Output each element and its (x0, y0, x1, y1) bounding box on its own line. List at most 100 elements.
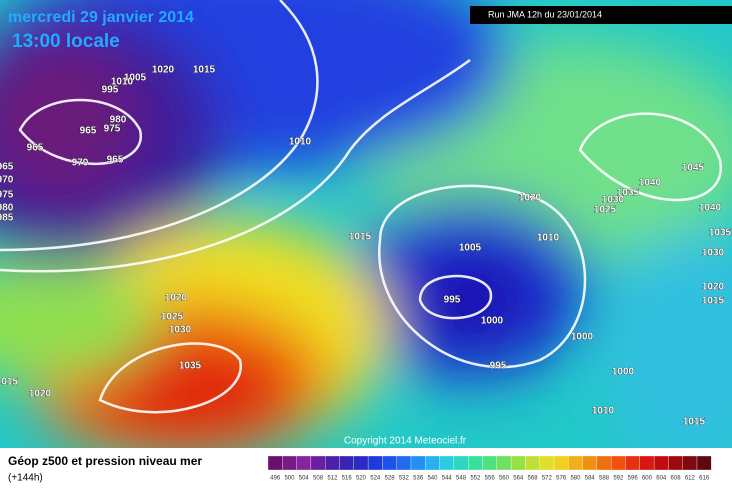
isobar-label: 1040 (639, 178, 662, 189)
colorbar-swatch (510, 455, 526, 471)
colorbar-swatch (396, 455, 412, 471)
colorbar-label: 496 (270, 476, 281, 482)
colorbar-label: 508 (313, 476, 324, 482)
colorbar-swatch (625, 455, 640, 471)
colorbar-swatch (267, 455, 283, 471)
isobar-label: 995 (102, 85, 119, 96)
isobar-label: 1020 (519, 193, 542, 204)
colorbar-label: 524 (370, 476, 381, 482)
colorbar-label: 580 (570, 476, 581, 482)
footer-title: Géop z500 et pression niveau mer (8, 454, 202, 468)
colorbar-label: 556 (485, 476, 496, 482)
colorbar-swatch (382, 455, 397, 471)
isobar-label: 1030 (169, 325, 192, 336)
isobar-label: 1010 (289, 137, 312, 148)
colorbar-swatch (410, 455, 426, 471)
colorbar-label: 568 (528, 476, 539, 482)
isobar-label: 1005 (459, 243, 482, 254)
colorbar-label: 516 (342, 476, 353, 482)
colorbar-label: 512 (327, 476, 338, 482)
run: Run JMA 12h du 23/01/2014 (488, 9, 602, 19)
colorbar-label: 552 (470, 476, 481, 482)
colorbar-swatch (639, 455, 655, 471)
colorbar-swatch (325, 455, 340, 471)
colorbar-label: 600 (642, 476, 653, 482)
isobar-label: 985 (0, 213, 14, 224)
colorbar-label: 616 (699, 476, 710, 482)
colorbar-swatch (468, 455, 483, 471)
colorbar-label: 588 (599, 476, 610, 482)
colorbar-swatch (439, 455, 455, 471)
colorbar-label: 520 (356, 476, 367, 482)
isobar-label: 965 (27, 143, 44, 154)
colorbar-label: 576 (556, 476, 567, 482)
colorbar-label: 596 (628, 476, 639, 482)
isobar-label: 1010 (537, 233, 560, 244)
isobar-label: 975 (0, 190, 14, 201)
isobar-label: 980 (0, 203, 14, 214)
colorbar-label: 500 (284, 476, 295, 482)
isobar-label: 995 (490, 361, 507, 372)
colorbar-swatch (539, 455, 555, 471)
isobar-label: 1015 (683, 417, 706, 428)
colorbar-label: 572 (542, 476, 553, 482)
colorbar-label: 544 (442, 476, 453, 482)
isobar-label: 1035 (179, 361, 202, 372)
isobar-label: 1000 (481, 316, 504, 327)
isobar-label: 965 (80, 126, 97, 137)
colorbar-swatch (482, 455, 497, 471)
colorbar-label: 608 (671, 476, 682, 482)
colorbar-swatch (611, 455, 626, 471)
colorbar-label: 532 (399, 476, 410, 482)
colorbar-swatch (353, 455, 369, 471)
isobar-label: 1020 (152, 65, 175, 76)
isobar-label: 1025 (594, 205, 617, 216)
colorbar-label: 604 (656, 476, 667, 482)
time: 13:00 locale (12, 31, 120, 52)
isobar-label: 1000 (612, 367, 635, 378)
colorbar-swatch (296, 455, 312, 471)
isobar-label: 1030 (602, 195, 625, 206)
colorbar-swatch (653, 455, 669, 471)
isobar-label: 970 (0, 175, 14, 186)
colorbar-swatch (596, 455, 612, 471)
colorbar-swatch (310, 455, 326, 471)
isobar-label: 1005 (124, 73, 147, 84)
colorbar-label: 584 (585, 476, 596, 482)
colorbar-label: 560 (499, 476, 510, 482)
colorbar-swatch (696, 455, 712, 471)
colorbar-label: 540 (427, 476, 438, 482)
isobar-label: 1010 (111, 77, 134, 88)
colorbar-swatch (339, 455, 354, 471)
footer-range: (+144h) (8, 473, 43, 484)
date: mercredi 29 janvier 2014 (8, 9, 194, 26)
isobar-label: 1035 (709, 228, 732, 239)
isobar-label: 1020 (165, 293, 188, 304)
colorbar-swatch (425, 455, 440, 471)
isobar-label: 1045 (682, 163, 705, 174)
isobar-label: 1015 (0, 377, 19, 388)
colorbar-swatch (282, 455, 297, 471)
colorbar-swatch (553, 455, 569, 471)
colorbar-label: 528 (385, 476, 396, 482)
colorbar-swatch (496, 455, 512, 471)
isobar-label: 995 (444, 295, 461, 306)
isobar-label: 965 (0, 162, 14, 173)
isobar-label: 965 (107, 155, 124, 166)
isobar-label: 1025 (161, 312, 184, 323)
colorbar-label: 548 (456, 476, 467, 482)
isobar-label: 1040 (699, 203, 722, 214)
colorbar-label: 504 (299, 476, 310, 482)
colorbar-swatch (668, 455, 683, 471)
isobar-label: 1000 (571, 332, 594, 343)
colorbar-swatch (582, 455, 598, 471)
colorbar-label: 612 (685, 476, 696, 482)
colorbar-swatch (525, 455, 540, 471)
isobar-label: 1020 (702, 282, 725, 293)
isobar-label: 1030 (702, 248, 725, 259)
isobar-label: 1020 (29, 389, 52, 400)
isobar-label: 980 (110, 115, 127, 126)
isobar-label: 1010 (592, 406, 615, 417)
colorbar-label: 592 (613, 476, 624, 482)
